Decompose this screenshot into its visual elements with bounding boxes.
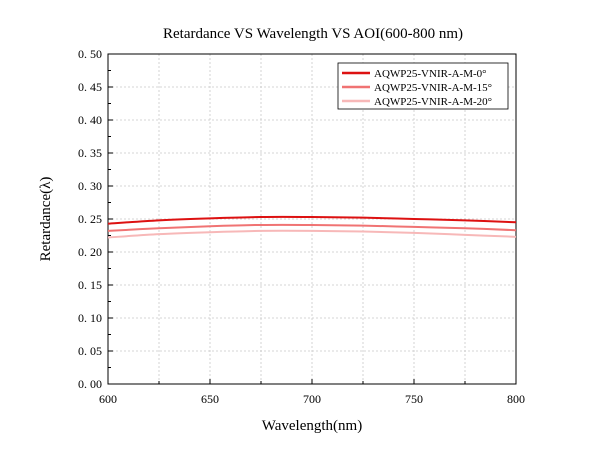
x-tick-label: 700 xyxy=(303,392,321,406)
y-tick-label: 0. 05 xyxy=(78,344,102,358)
x-axis-title: Wavelength(nm) xyxy=(262,418,362,434)
y-tick-label: 0. 25 xyxy=(78,212,102,226)
x-tick-labels: 600 650 700 750 800 xyxy=(99,392,525,406)
series-line-0 xyxy=(107,215,517,225)
x-tick-label: 600 xyxy=(99,392,117,406)
legend-label-0: AQWP25-VNIR-A-M-0° xyxy=(374,68,487,80)
axis-ticks xyxy=(107,53,517,385)
legend-label-2: AQWP25-VNIR-A-M-20° xyxy=(374,96,492,108)
y-tick-label: 0. 30 xyxy=(78,179,102,193)
y-tick-label: 0. 20 xyxy=(78,245,102,259)
y-tick-label: 0. 35 xyxy=(78,146,102,160)
legend-label-1: AQWP25-VNIR-A-M-15° xyxy=(374,82,492,94)
y-axis-title: Retardance(λ) xyxy=(38,177,54,262)
legend: AQWP25-VNIR-A-M-0° AQWP25-VNIR-A-M-15° AQW… xyxy=(337,62,509,110)
y-tick-label: 0. 40 xyxy=(78,113,102,127)
series-line-1 xyxy=(107,223,517,232)
y-tick-label: 0. 45 xyxy=(78,80,102,94)
y-tick-label: 0. 10 xyxy=(78,311,102,325)
x-tick-label: 750 xyxy=(405,392,423,406)
y-tick-labels: 0. 00 0. 05 0. 10 0. 15 0. 20 0. 25 0. 30 0. 35… xyxy=(78,47,102,391)
series-lines xyxy=(107,215,517,239)
chart-title: Retardance VS Wavelength VS AOI(600-800 … xyxy=(163,26,463,42)
y-tick-label: 0. 15 xyxy=(78,278,102,292)
y-tick-label: 0. 00 xyxy=(78,377,102,391)
series-line-2 xyxy=(107,229,517,239)
x-tick-label: 800 xyxy=(507,392,525,406)
x-tick-label: 650 xyxy=(201,392,219,406)
y-tick-label: 0. 50 xyxy=(78,47,102,61)
